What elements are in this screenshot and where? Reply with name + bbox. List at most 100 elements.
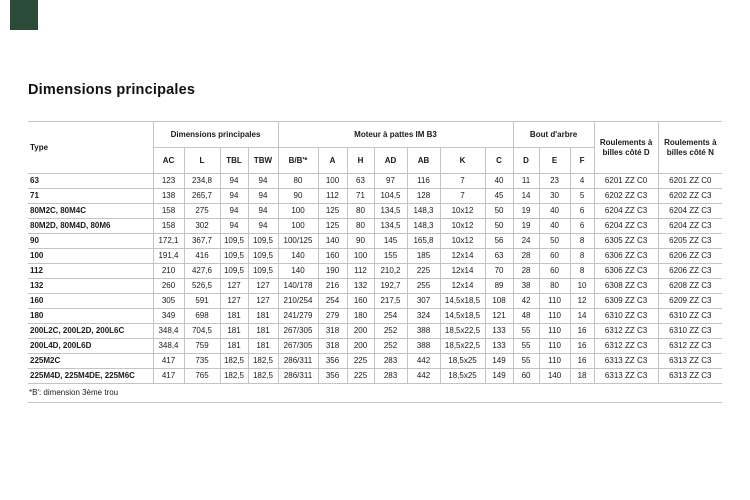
table-cell: 100 [277,203,319,219]
table-cell: 172,1 [152,233,185,249]
table-cell: 6202 ZZ C3 [657,188,723,204]
table-cell: 14 [569,308,595,324]
table-cell: 6310 ZZ C3 [657,308,723,324]
table-cell: 45 [484,188,514,204]
table-cell: 110 [538,293,571,309]
row-type-label: 80M2D, 80M4D, 80M6 [28,218,154,234]
table-cell: 265,7 [183,188,221,204]
table-cell: 5 [569,188,595,204]
table-cell: 109,5 [219,263,249,279]
table-cell: 367,7 [183,233,221,249]
table-cell: 109,5 [247,263,279,279]
subheader-tbl: TBL [219,147,249,174]
table-cell: 16 [569,353,595,369]
table-cell: 18 [569,368,595,384]
table-cell: 100/125 [277,233,319,249]
table-row: 63 123 234,8 94 94 80 100 63 97 116 7 40 11 23 4 6201 Z… [28,173,723,189]
table-cell: 28 [512,263,540,279]
table-cell: 286/311 [277,353,319,369]
table-cell: 133 [484,338,514,354]
table-cell: 140/178 [277,278,319,294]
table-cell: 80 [538,278,571,294]
row-type-label: 100 [28,248,154,264]
table-row: 71 138 265,7 94 94 90 112 71 104,5 128 7 45 14 30 5 620… [28,188,723,204]
table-cell: 8 [569,248,595,264]
table-cell: 759 [183,338,221,354]
column-group-dimensions-principales: Dimensions principales [152,121,279,148]
header-group-row: Type Dimensions principales Moteur à pat… [28,121,723,174]
table-row: 80M2C, 80M4C 158 275 94 94 100 125 80 134,5 148,3… [28,203,723,219]
table-cell: 6202 ZZ C3 [593,188,659,204]
table-cell: 279 [317,308,348,324]
table-cell: 110 [538,338,571,354]
table-cell: 192,7 [373,278,408,294]
table-cell: 100 [317,173,348,189]
table-row: 100 191,4 416 109,5 109,5 140 160 100 155 185 12x1… [28,248,723,264]
table-cell: 349 [152,308,185,324]
table-cell: 80 [346,218,375,234]
table-cell: 210 [152,263,185,279]
table-cell: 267/305 [277,338,319,354]
table-cell: 305 [152,293,185,309]
table-cell: 50 [484,203,514,219]
table-cell: 18,5x22,5 [439,323,486,339]
column-group-bout-arbre: Bout d'arbre [512,121,595,148]
table-row: 225M4D, 225M4DE, 225M6C 417 765 182,5 182,5 2… [28,368,723,384]
table-cell: 318 [317,338,348,354]
table-cell: 16 [569,338,595,354]
table-cell: 24 [512,233,540,249]
table-cell: 12x14 [439,248,486,264]
table-cell: 6309 ZZ C3 [593,293,659,309]
table-cell: 6204 ZZ C3 [593,218,659,234]
subheader-row: AC L TBL TBW B/B'* A H AD AB K C D E F [28,147,722,174]
table-cell: 318 [317,323,348,339]
table-cell: 48 [512,308,540,324]
row-type-label: 90 [28,233,154,249]
table-cell: 125 [317,203,348,219]
table-cell: 182,5 [219,353,249,369]
table-cell: 416 [183,248,221,264]
table-cell: 12x14 [439,278,486,294]
table-cell: 110 [538,323,571,339]
table-cell: 255 [406,278,441,294]
table-cell: 6306 ZZ C3 [593,263,659,279]
table-cell: 55 [512,338,540,354]
table-cell: 94 [247,188,279,204]
table-cell: 10x12 [439,218,486,234]
table-cell: 7 [439,173,486,189]
table-cell: 6306 ZZ C3 [593,248,659,264]
table-cell: 6313 ZZ C3 [657,368,723,384]
table-cell: 283 [373,368,408,384]
table-cell: 134,5 [373,218,408,234]
table-cell: 60 [538,248,571,264]
subheader-f: F [569,147,595,174]
table-cell: 104,5 [373,188,408,204]
table-row: 200L2C, 200L2D, 200L6C 348,4 704,5 181 181 26… [28,323,723,339]
table-cell: 127 [247,293,279,309]
table-cell: 28 [512,248,540,264]
table-cell: 283 [373,353,408,369]
table-cell: 10x12 [439,203,486,219]
table-cell: 121 [484,308,514,324]
table-cell: 140 [317,233,348,249]
table-cell: 6 [569,218,595,234]
table-cell: 704,5 [183,323,221,339]
table-cell: 132 [346,278,375,294]
table-cell: 182,5 [247,368,279,384]
table-cell: 71 [346,188,375,204]
subheader-k: K [439,147,486,174]
table-cell: 234,8 [183,173,221,189]
table-cell: 50 [484,218,514,234]
table-cell: 591 [183,293,221,309]
table-cell: 181 [247,338,279,354]
table-cell: 70 [484,263,514,279]
table-cell: 6310 ZZ C3 [593,308,659,324]
table-cell: 100 [346,248,375,264]
table-cell: 94 [247,218,279,234]
row-type-label: 200L2C, 200L2D, 200L6C [28,323,154,339]
column-header-type: Type [28,121,154,174]
table-cell: 60 [512,368,540,384]
table-cell: 55 [512,323,540,339]
table-cell: 55 [512,353,540,369]
table-cell: 10 [569,278,595,294]
